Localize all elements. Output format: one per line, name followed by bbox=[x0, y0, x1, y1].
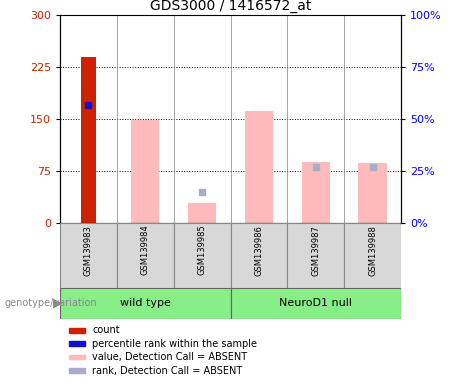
Text: genotype/variation: genotype/variation bbox=[5, 298, 97, 308]
Bar bbox=[301, 162, 330, 223]
Text: GSM139984: GSM139984 bbox=[141, 225, 150, 275]
Bar bbox=[358, 162, 387, 223]
Bar bbox=[81, 57, 96, 223]
Bar bbox=[131, 121, 160, 223]
Bar bbox=[117, 223, 174, 288]
Text: GSM139985: GSM139985 bbox=[198, 225, 207, 275]
Text: rank, Detection Call = ABSENT: rank, Detection Call = ABSENT bbox=[92, 366, 242, 376]
Bar bbox=[287, 223, 344, 288]
Bar bbox=[230, 223, 287, 288]
Text: percentile rank within the sample: percentile rank within the sample bbox=[92, 339, 257, 349]
Bar bbox=[69, 341, 85, 346]
Text: GSM139983: GSM139983 bbox=[84, 225, 93, 276]
Bar bbox=[188, 204, 216, 223]
Text: count: count bbox=[92, 325, 120, 335]
Bar bbox=[69, 368, 85, 373]
Bar bbox=[344, 223, 401, 288]
Bar bbox=[69, 328, 85, 333]
Bar bbox=[69, 355, 85, 359]
Text: GSM139987: GSM139987 bbox=[311, 225, 320, 276]
Bar bbox=[230, 288, 401, 319]
Text: NeuroD1 null: NeuroD1 null bbox=[279, 298, 352, 308]
Text: ▶: ▶ bbox=[53, 297, 62, 310]
Bar bbox=[60, 288, 230, 319]
Title: GDS3000 / 1416572_at: GDS3000 / 1416572_at bbox=[150, 0, 311, 13]
Text: GSM139986: GSM139986 bbox=[254, 225, 263, 276]
Bar bbox=[60, 223, 117, 288]
Text: value, Detection Call = ABSENT: value, Detection Call = ABSENT bbox=[92, 352, 247, 362]
Bar bbox=[245, 111, 273, 223]
Bar bbox=[174, 223, 230, 288]
Text: GSM139988: GSM139988 bbox=[368, 225, 377, 276]
Text: wild type: wild type bbox=[120, 298, 171, 308]
